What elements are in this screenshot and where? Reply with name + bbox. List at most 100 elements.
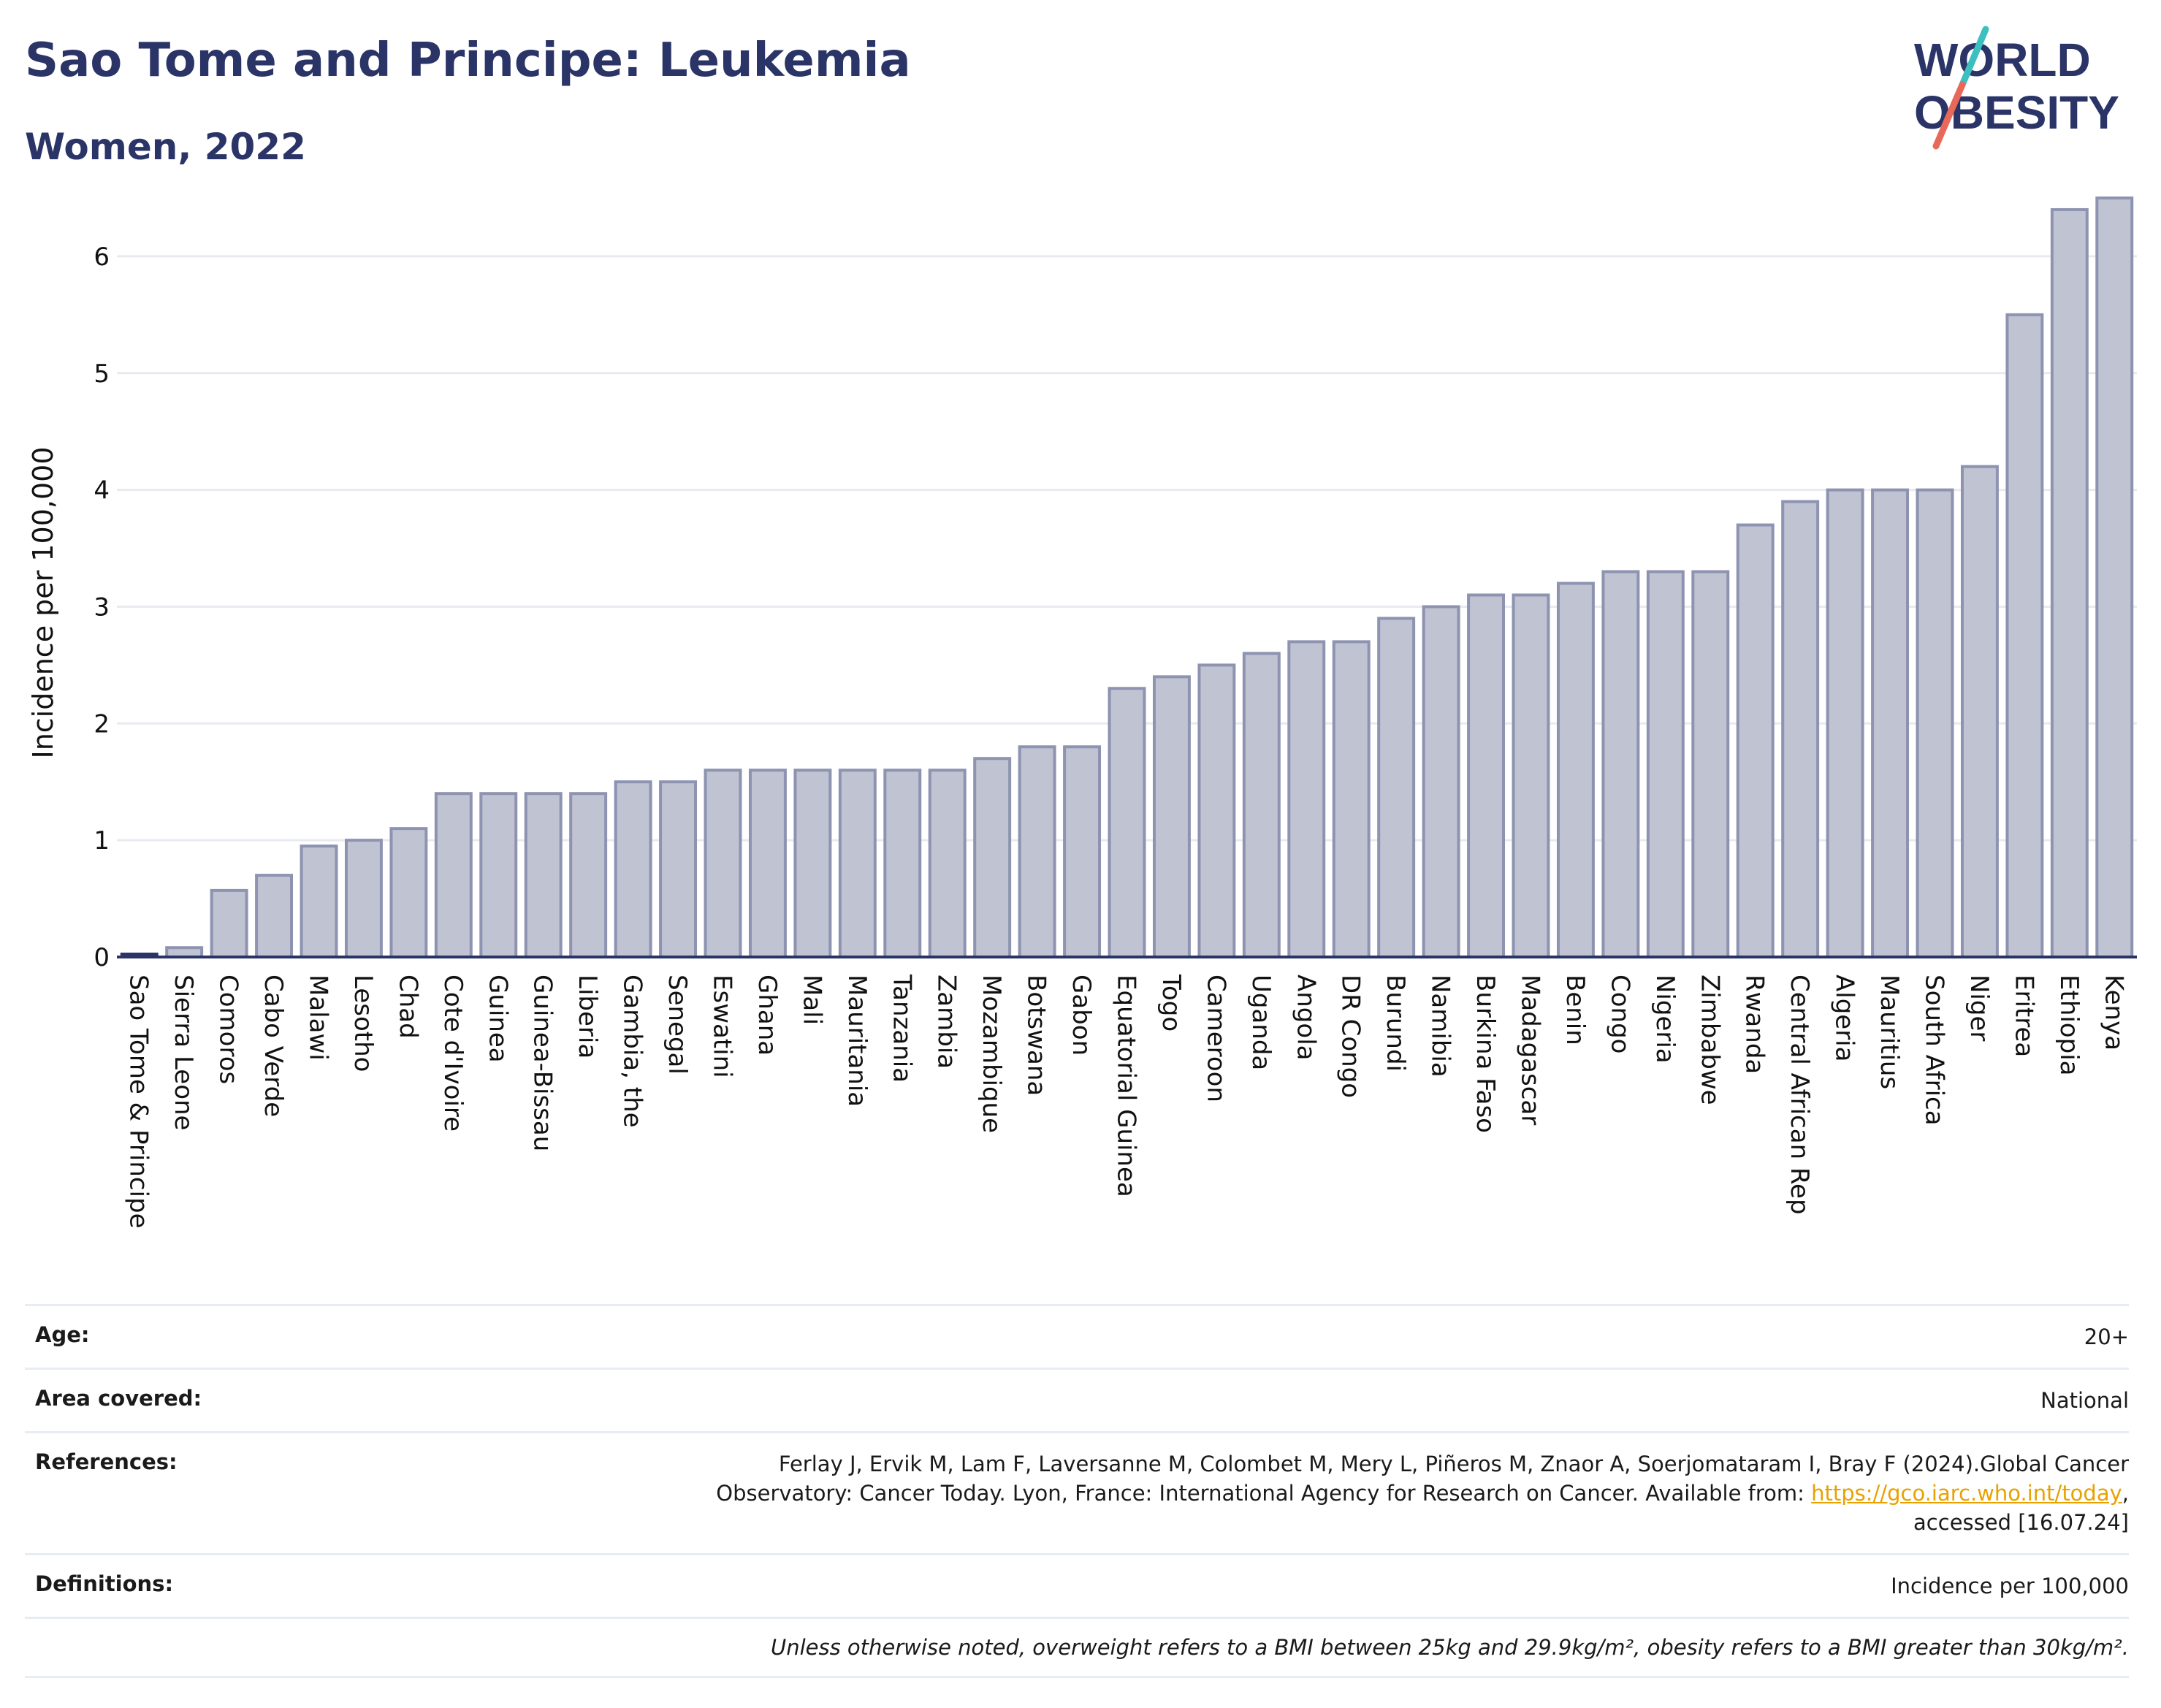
x-tick-label: Liberia <box>573 975 602 1059</box>
x-tick-label: Cote d'Ivoire <box>438 975 468 1132</box>
references-line-3: accessed [16.07.24] <box>1913 1510 2129 1535</box>
logo-slash-red <box>1932 81 1966 150</box>
x-tick-label: Eswatini <box>708 975 737 1078</box>
info-row-area: Area covered: National <box>25 1368 2129 1433</box>
x-tick-label: Malawi <box>304 975 333 1061</box>
age-value: 20+ <box>415 1304 2129 1369</box>
y-tick-label: 1 <box>94 826 110 855</box>
y-tick-label: 6 <box>94 243 110 272</box>
x-tick-label: Mauritania <box>842 975 872 1107</box>
bar <box>255 874 294 959</box>
bmi-note: Unless otherwise noted, overweight refer… <box>25 1617 2129 1678</box>
x-tick-label: Cameroon <box>1201 975 1230 1102</box>
bar <box>1601 570 1640 958</box>
bar <box>300 845 338 958</box>
info-row-references: References: Ferlay J, Ervik M, Lam F, La… <box>25 1431 2129 1555</box>
bar <box>1018 745 1056 958</box>
definitions-value: Incidence per 100,000 <box>415 1553 2129 1618</box>
logo-line-1: WORLD <box>1914 34 2091 86</box>
x-tick-label: Central African Rep <box>1785 975 1814 1215</box>
references-line-1: Ferlay J, Ervik M, Lam F, Laversanne M, … <box>778 1452 2129 1476</box>
bar <box>2005 313 2044 959</box>
y-tick-label: 4 <box>94 476 110 506</box>
bar <box>1063 745 1102 958</box>
x-tick-label: Mozambique <box>977 975 1006 1133</box>
x-tick-label: Cabo Verde <box>259 975 288 1117</box>
x-tick-label: DR Congo <box>1336 975 1365 1098</box>
info-row-definitions: Definitions: Incidence per 100,000 <box>25 1553 2129 1618</box>
area-value: National <box>415 1368 2129 1433</box>
bar <box>210 888 248 958</box>
x-tick-label: Sao Tome & Principe <box>124 975 153 1229</box>
bar <box>2095 196 2134 958</box>
chart-title: Sao Tome and Principe: Leukemia <box>25 34 911 88</box>
bar <box>1197 663 1236 958</box>
x-tick-label: Mauritius <box>1875 975 1904 1089</box>
x-tick-label: Guinea <box>483 975 512 1063</box>
bar <box>1646 570 1685 958</box>
x-tick-label: Madagascar <box>1516 975 1545 1125</box>
y-axis-title: Incidence per 100,000 <box>27 446 59 758</box>
y-tick-label: 2 <box>94 709 110 739</box>
bar <box>1287 640 1326 959</box>
bar <box>1422 605 1460 958</box>
logo-slash-teal <box>1959 26 1989 88</box>
x-tick-label: Burundi <box>1381 975 1410 1072</box>
x-axis-labels: Sao Tome & Principe Sierra Leone Comoros Ca… <box>124 974 2129 1229</box>
x-tick-label: Kenya <box>2099 975 2128 1051</box>
bar <box>389 827 428 958</box>
bar <box>1242 652 1281 958</box>
info-row-note: Unless otherwise noted, overweight refer… <box>25 1617 2129 1678</box>
references-link[interactable]: https://gco.iarc.who.int/today <box>1811 1481 2122 1506</box>
bar <box>928 769 967 958</box>
x-tick-label: Uganda <box>1246 975 1276 1070</box>
x-tick-label: Gabon <box>1067 975 1096 1056</box>
area-label: Area covered: <box>25 1368 415 1433</box>
info-table: Age: 20+ Area covered: National Referenc… <box>25 1304 2129 1678</box>
world-obesity-logo: WORLD OBESITY <box>1914 26 2119 150</box>
bar <box>344 839 383 958</box>
x-tick-label: Mali <box>797 975 826 1025</box>
bar <box>1556 582 1595 958</box>
x-tick-label: Guinea-Bissau <box>528 975 557 1151</box>
bar-chart: 0 1 2 3 4 5 6 Incidence per 100,000 Sao Tome &… <box>27 196 2137 1229</box>
bar <box>524 792 563 959</box>
bar <box>838 769 877 958</box>
x-tick-label: South Africa <box>1920 975 1949 1126</box>
x-tick-label: Togo <box>1156 974 1186 1032</box>
chart-subtitle: Women, 2022 <box>25 126 306 168</box>
y-tick-label: 5 <box>94 359 110 389</box>
x-tick-label: Ethiopia <box>2054 975 2084 1075</box>
x-tick-label: Zambia <box>932 975 961 1069</box>
bar <box>973 757 1012 958</box>
x-tick-label: Rwanda <box>1740 975 1769 1074</box>
bar <box>1960 465 1999 958</box>
definitions-label: Definitions: <box>25 1553 415 1618</box>
bar <box>614 780 652 959</box>
x-tick-label: Equatorial Guinea <box>1112 975 1141 1197</box>
y-axis-ticks: 0 1 2 3 4 5 6 <box>94 243 110 972</box>
bar <box>1332 640 1371 959</box>
x-tick-label: Tanzania <box>887 974 916 1083</box>
y-tick-label: 3 <box>94 592 110 622</box>
bar <box>479 792 518 959</box>
bar <box>704 769 742 958</box>
x-tick-label: Gambia, the <box>618 975 647 1128</box>
x-tick-label: Namibia <box>1426 975 1455 1078</box>
bar <box>1871 488 1910 958</box>
bar <box>1152 675 1191 958</box>
x-tick-label: Botswana <box>1022 975 1051 1096</box>
bar <box>1781 500 1820 958</box>
x-tick-label: Lesotho <box>348 975 378 1072</box>
info-row-age: Age: 20+ <box>25 1304 2129 1369</box>
bar <box>1377 617 1416 958</box>
bar <box>434 792 473 959</box>
references-label: References: <box>25 1431 415 1555</box>
bar <box>793 769 832 958</box>
x-tick-label: Sierra Leone <box>169 975 198 1130</box>
bar <box>1691 570 1730 958</box>
x-tick-label: Zimbabwe <box>1695 975 1724 1105</box>
x-tick-label: Niger <box>1964 975 1994 1041</box>
bar <box>2050 207 2089 958</box>
bar <box>1826 488 1864 958</box>
